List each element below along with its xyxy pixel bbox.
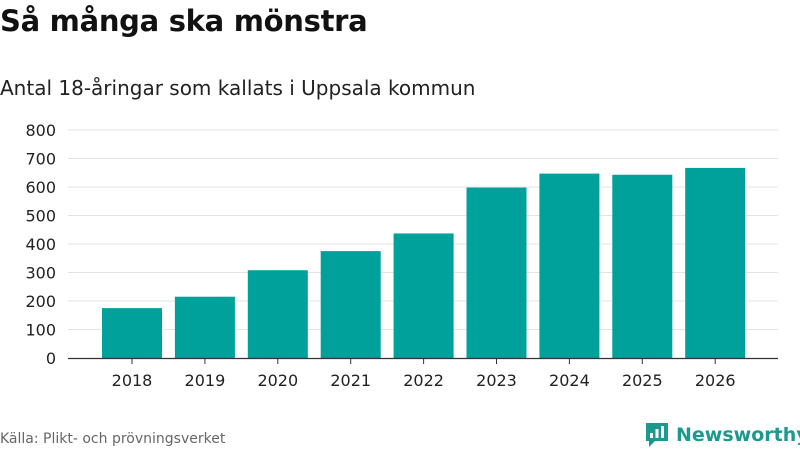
x-tick-label: 2026 bbox=[695, 371, 736, 390]
bar bbox=[102, 308, 162, 358]
y-tick-label: 200 bbox=[25, 292, 56, 311]
y-tick-label: 500 bbox=[25, 207, 56, 226]
x-tick-label: 2019 bbox=[185, 371, 226, 390]
y-tick-label: 700 bbox=[25, 150, 56, 169]
x-tick-label: 2024 bbox=[549, 371, 590, 390]
y-tick-label: 100 bbox=[25, 321, 56, 340]
y-tick-label: 800 bbox=[25, 121, 56, 140]
newsworthy-chart-bubble-icon bbox=[646, 423, 668, 447]
x-tick-label: 2020 bbox=[257, 371, 298, 390]
x-tick-label: 2018 bbox=[112, 371, 153, 390]
newsworthy-logo: Newsworthy bbox=[644, 421, 800, 449]
bar bbox=[320, 251, 381, 358]
bar bbox=[174, 296, 235, 358]
x-tick-label: 2022 bbox=[403, 371, 444, 390]
y-tick-label: 0 bbox=[46, 349, 56, 368]
y-tick-label: 600 bbox=[25, 178, 56, 197]
source-note: Källa: Plikt- och prövningsverket bbox=[0, 431, 226, 447]
bar-chart: 0 100 200 300 400 500 600 700 800 2018 2019 2020 202… bbox=[25, 121, 778, 390]
y-tick-label: 400 bbox=[25, 235, 56, 254]
chart-title: Så många ska mönstra bbox=[0, 4, 368, 38]
bar bbox=[685, 167, 746, 358]
x-tick-label: 2023 bbox=[476, 371, 517, 390]
x-tick-label: 2021 bbox=[330, 371, 371, 390]
bar bbox=[466, 187, 527, 358]
bar bbox=[612, 174, 673, 358]
chart-subtitle: Antal 18-åringar som kallats i Uppsala k… bbox=[0, 76, 476, 100]
logo-text: Newsworthy bbox=[676, 424, 800, 446]
bar bbox=[539, 173, 600, 358]
bar bbox=[247, 270, 308, 358]
bar bbox=[393, 233, 454, 358]
y-tick-label: 300 bbox=[25, 264, 56, 283]
x-tick-label: 2025 bbox=[622, 371, 663, 390]
